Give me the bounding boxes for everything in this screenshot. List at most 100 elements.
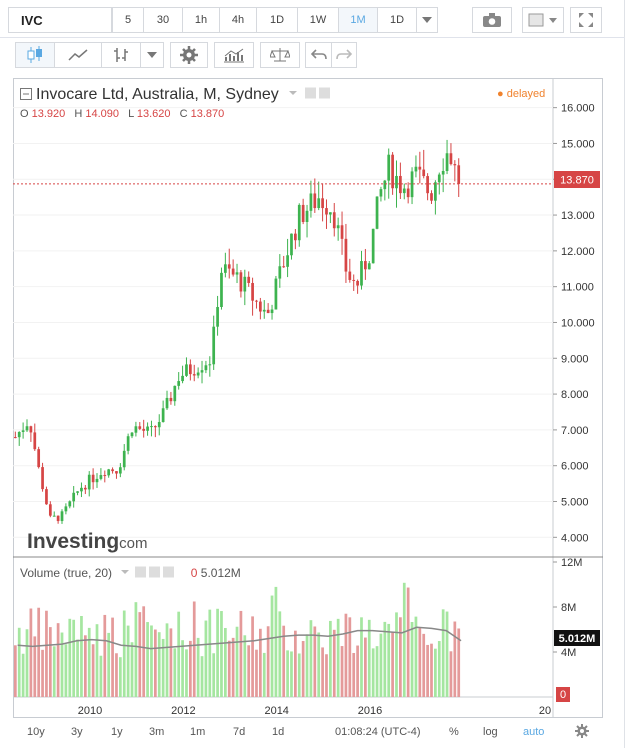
volume-bar — [434, 648, 437, 697]
volume-legend-controls[interactable] — [119, 566, 183, 578]
chart-type-bars[interactable] — [101, 42, 141, 68]
candle-body — [37, 449, 41, 468]
interval-1w[interactable]: 1W — [297, 7, 339, 33]
indicators-icon — [224, 48, 244, 63]
volume-bar — [297, 653, 301, 697]
candle-body — [391, 154, 394, 189]
candle-body — [29, 426, 33, 433]
candle-body — [332, 212, 336, 229]
candle-body — [223, 264, 227, 273]
candle-body — [87, 474, 91, 490]
chevron-down-icon — [121, 570, 130, 574]
volume-bar — [364, 637, 367, 697]
legend-controls[interactable] — [287, 87, 337, 99]
high-value: 14.090 — [85, 108, 120, 120]
time-tick-label: 2010 — [78, 705, 102, 717]
interval-4h[interactable]: 4h — [219, 7, 257, 33]
chevron-down-icon — [147, 52, 157, 58]
volume-bar — [313, 626, 317, 697]
volume-bar — [122, 610, 126, 697]
log-toggle[interactable]: log — [483, 726, 498, 738]
candle-body — [192, 374, 196, 376]
volume-bar — [329, 620, 332, 697]
open-value: 13.920 — [31, 108, 66, 120]
volume-bar — [348, 617, 352, 697]
last-price-marker — [554, 171, 600, 188]
fullscreen-button[interactable] — [570, 7, 602, 33]
chart-type-area[interactable] — [54, 42, 102, 68]
indicators-button[interactable] — [214, 42, 254, 68]
interval-5[interactable]: 5 — [112, 7, 144, 33]
volume-bar — [200, 656, 204, 697]
volume-bar — [395, 612, 398, 697]
chart-type-dropdown[interactable] — [140, 42, 164, 68]
range-7d[interactable]: 7d — [233, 726, 246, 738]
candle-body — [329, 212, 332, 215]
chart-type-candles[interactable] — [15, 42, 55, 68]
collapse-icon[interactable] — [20, 88, 32, 100]
volume-bar — [208, 609, 212, 697]
redo-button[interactable] — [331, 42, 357, 68]
settings-button[interactable] — [170, 42, 208, 68]
volume-bar — [188, 640, 192, 697]
volume-bar — [165, 623, 169, 697]
candle-body — [212, 326, 216, 365]
range-1y[interactable]: 1y — [111, 726, 123, 738]
volume-bar — [367, 619, 371, 697]
percent-toggle[interactable]: % — [449, 726, 459, 738]
interval-1d[interactable]: 1D — [256, 7, 298, 33]
volume-bar — [243, 635, 247, 697]
screenshot-button[interactable] — [472, 7, 512, 33]
interval-1d-alt[interactable]: 1D — [377, 7, 417, 33]
volume-bar — [52, 646, 56, 697]
volume-bar — [107, 632, 111, 697]
volume-bar — [344, 613, 348, 697]
volume-last-marker — [554, 630, 600, 646]
volume-bar — [301, 641, 305, 697]
range-1m[interactable]: 1m — [190, 726, 206, 738]
range-3m[interactable]: 3m — [149, 726, 165, 738]
volume-bar — [391, 632, 394, 697]
settings-icon[interactable] — [575, 724, 589, 741]
volume-bar — [68, 618, 72, 697]
price-tick-label: 15.000 — [561, 138, 595, 150]
volume-value: 5.012M — [200, 566, 241, 580]
candle-body — [56, 515, 60, 522]
compare-button[interactable] — [260, 42, 300, 68]
volume-ma-line — [17, 626, 462, 650]
candle-body — [356, 280, 359, 286]
undo-button[interactable] — [305, 42, 331, 68]
auto-toggle[interactable]: auto — [523, 726, 545, 738]
candle-body — [177, 381, 181, 386]
candle-body — [64, 506, 68, 512]
volume-bar — [212, 653, 216, 697]
chart-toolbar — [0, 38, 625, 74]
time-tick-label: 2016 — [358, 705, 382, 717]
volume-bar — [25, 629, 29, 697]
volume-bar — [45, 610, 48, 697]
candle-body — [134, 426, 138, 433]
volume-bar — [305, 634, 309, 697]
candle-body — [60, 511, 64, 522]
candle-body — [173, 385, 177, 402]
symbol-search[interactable]: IVC — [8, 7, 112, 33]
candle-body — [364, 261, 367, 270]
watermark-brand: Investing — [27, 530, 119, 553]
candle-body — [437, 174, 441, 183]
volume-bar — [290, 651, 293, 697]
interval-1m[interactable]: 1M — [338, 7, 378, 33]
candle-body — [216, 306, 219, 327]
color-picker[interactable] — [522, 7, 564, 33]
interval-30[interactable]: 30 — [143, 7, 183, 33]
volume-bar — [387, 623, 391, 697]
bars-icon — [114, 48, 128, 62]
range-3y[interactable]: 3y — [71, 726, 83, 738]
range-1d[interactable]: 1d — [272, 726, 285, 738]
candle-body — [340, 225, 344, 239]
candle-body — [161, 408, 165, 423]
interval-dropdown[interactable] — [416, 7, 438, 33]
candle-body — [185, 364, 188, 376]
range-10y[interactable]: 10y — [27, 726, 45, 738]
